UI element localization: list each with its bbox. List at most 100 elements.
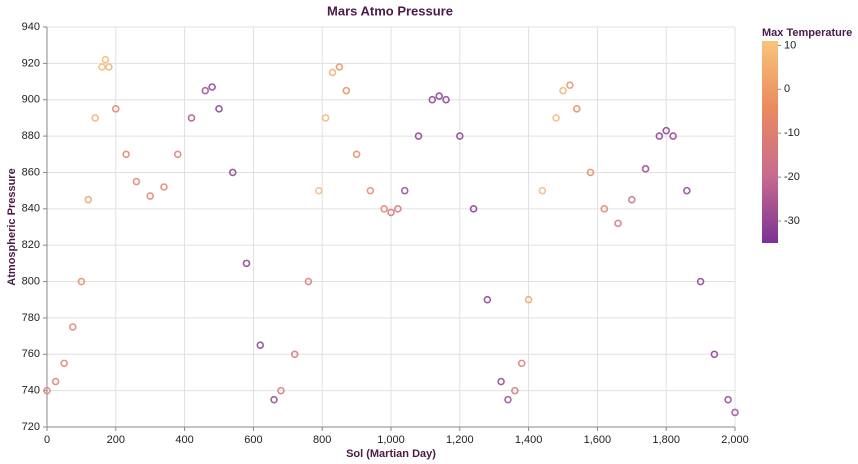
point	[335, 63, 344, 71]
x-tick-label: 1,800	[652, 434, 680, 446]
point	[683, 186, 691, 195]
point	[538, 186, 547, 195]
x-tick-label: 1,400	[515, 434, 543, 446]
point	[314, 186, 323, 195]
point	[572, 105, 581, 113]
point	[321, 114, 330, 122]
point	[696, 277, 705, 286]
point	[731, 408, 739, 417]
y-tick-label: 860	[22, 166, 40, 178]
x-axis-title: Sol (Martian Day)	[346, 448, 436, 460]
x-tick-label: 600	[244, 434, 262, 446]
point	[504, 395, 512, 404]
point	[105, 63, 113, 71]
point	[69, 323, 77, 331]
point	[187, 114, 196, 122]
chart-title: Mars Atmo Pressure	[327, 3, 453, 18]
point	[600, 205, 609, 213]
point	[483, 295, 492, 304]
y-tick-label: 920	[22, 57, 40, 69]
x-tick-label: 200	[107, 434, 125, 446]
point	[112, 105, 120, 113]
point	[43, 386, 51, 395]
legend-title: Max Temperature	[762, 27, 852, 39]
color-bar	[762, 41, 778, 243]
point	[442, 95, 450, 104]
legend-tick-label: -30	[784, 215, 800, 227]
point	[400, 186, 409, 195]
point	[270, 395, 278, 404]
point	[60, 359, 68, 368]
point	[511, 386, 519, 395]
point	[304, 277, 313, 286]
point	[627, 195, 636, 204]
point	[290, 350, 299, 359]
point	[614, 219, 622, 228]
point	[428, 95, 437, 104]
y-tick-label: 840	[22, 203, 40, 215]
point	[559, 86, 567, 95]
point	[655, 132, 664, 140]
point	[724, 395, 732, 404]
point	[256, 341, 265, 349]
point	[517, 359, 526, 368]
point	[277, 386, 285, 395]
point	[710, 350, 719, 359]
y-axis-title: Atmospheric Pressure	[6, 168, 18, 285]
point	[641, 165, 650, 173]
point	[469, 205, 478, 213]
x-tick-label: 1,600	[584, 434, 612, 446]
point	[380, 205, 388, 213]
point	[101, 55, 110, 64]
point	[524, 295, 533, 304]
point	[566, 81, 574, 89]
y-tick-label: 720	[22, 421, 40, 433]
point	[455, 132, 464, 140]
point	[132, 177, 141, 186]
point	[414, 132, 423, 140]
point	[160, 183, 168, 191]
legend-tick-label: 0	[784, 83, 790, 95]
point	[84, 195, 93, 204]
point	[497, 377, 505, 386]
x-tick-label: 2,000	[721, 434, 749, 446]
point	[228, 168, 237, 177]
y-tick-label: 940	[22, 21, 40, 33]
legend-tick-label: -10	[784, 127, 800, 139]
point	[366, 186, 375, 195]
y-tick-label: 820	[22, 239, 40, 251]
point	[394, 205, 402, 213]
point	[215, 105, 223, 113]
point	[552, 114, 560, 122]
x-tick-label: 800	[313, 434, 331, 446]
y-tick-label: 880	[22, 130, 40, 142]
point	[342, 86, 351, 95]
point	[242, 259, 251, 268]
x-tick-label: 1,000	[377, 434, 405, 446]
y-tick-label: 900	[22, 94, 40, 106]
point	[122, 150, 130, 159]
legend-tick-label: 10	[784, 39, 796, 51]
point	[208, 83, 216, 91]
point	[387, 208, 395, 217]
y-tick-label: 740	[22, 385, 40, 397]
point	[352, 150, 361, 159]
point	[77, 277, 86, 286]
y-tick-label: 800	[22, 275, 40, 287]
point	[586, 168, 595, 177]
point	[146, 192, 154, 200]
point	[662, 126, 671, 135]
point	[435, 92, 443, 100]
point	[328, 68, 337, 77]
point	[201, 86, 210, 95]
point	[669, 132, 677, 140]
point	[98, 63, 106, 71]
x-tick-label: 1,200	[446, 434, 474, 446]
x-tick-label: 400	[175, 434, 193, 446]
point	[91, 114, 99, 122]
y-tick-label: 760	[22, 348, 40, 360]
point	[51, 377, 60, 386]
legend-tick-label: -20	[784, 171, 800, 183]
point	[173, 150, 182, 159]
